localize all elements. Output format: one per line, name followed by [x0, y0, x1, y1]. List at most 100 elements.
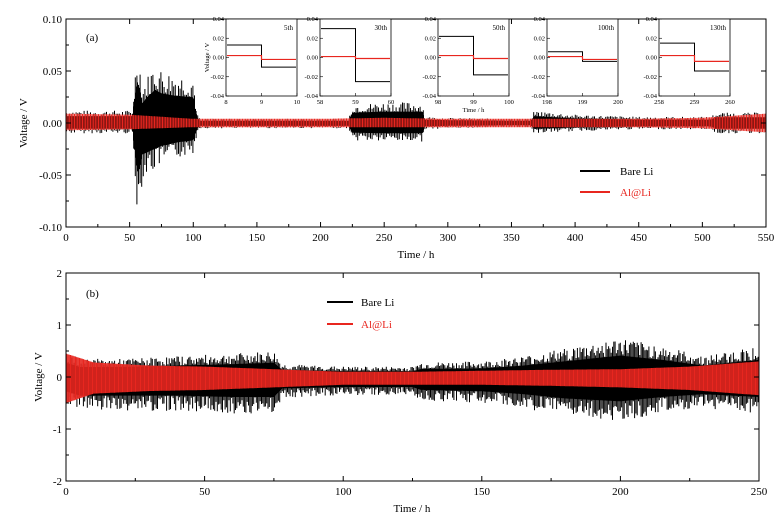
x-tick-label: 0	[63, 486, 69, 498]
y-tick-label: 0.05	[43, 66, 63, 78]
inset-y-tick-label: -0.02	[210, 74, 224, 81]
y-tick-label: -1	[53, 424, 62, 436]
inset-x-tick-label: 100	[504, 99, 514, 106]
inset-x-tick-label: 99	[470, 99, 477, 106]
x-tick-label: 50	[124, 232, 136, 244]
panel-b-ticks: 0 50 100 150 200 250 2 1 0 -1 -2	[53, 268, 768, 498]
legend-label-al-li: Al@Li	[361, 319, 392, 331]
inset-y-tick-label: 0.00	[307, 55, 318, 62]
inset-y-tick-label: 0.02	[425, 35, 436, 42]
panel-b-label: (b)	[86, 288, 99, 300]
inset-y-tick-label: -0.02	[531, 74, 545, 81]
x-tick-label: 150	[474, 486, 491, 498]
y-tick-label: 1	[57, 320, 63, 332]
inset-x-tick-label: 258	[654, 99, 664, 106]
panel-b-x-axis-label: Time / h	[394, 503, 431, 515]
y-tick-label: 0	[57, 372, 63, 384]
inset-series-al-li	[321, 55, 390, 60]
inset-series-al-li	[439, 54, 508, 60]
x-tick-label: 450	[630, 232, 647, 244]
inset-y-tick-label: 0.02	[646, 35, 657, 42]
panel-a: 0 50 100 150 200 250 300 350 400 450 500 550 0.10 0.0…	[18, 14, 775, 261]
inset-cycle-label: 5th	[284, 24, 293, 32]
inset-y-tick-label: 0.02	[213, 35, 224, 42]
x-tick-label: 250	[751, 486, 768, 498]
inset-y-tick-label: 0.00	[425, 55, 436, 62]
x-tick-label: 500	[694, 232, 711, 244]
inset-y-tick-label: 0.02	[307, 35, 318, 42]
inset-y-tick-label: -0.02	[304, 74, 318, 81]
x-tick-label: 200	[312, 232, 329, 244]
x-tick-label: 150	[249, 232, 266, 244]
x-tick-label: 50	[199, 486, 211, 498]
inset-y-tick-label: 0.04	[307, 16, 319, 23]
x-tick-label: 100	[185, 232, 202, 244]
inset-y-tick-label: 0.00	[646, 55, 657, 62]
inset-x-tick-label: 59	[352, 99, 359, 106]
x-tick-label: 400	[567, 232, 584, 244]
inset-x-tick-label: 200	[613, 99, 623, 106]
inset-y-tick-label: 0.02	[534, 35, 545, 42]
inset-x-axis-label: Time / h	[463, 107, 486, 114]
inset-y-tick-label: 0.04	[646, 16, 658, 23]
inset-y-tick-label: -0.04	[210, 93, 224, 100]
inset-cycle-label: 130th	[710, 24, 726, 32]
inset-cycle-label: 50th	[493, 24, 506, 32]
x-tick-label: 100	[335, 486, 352, 498]
legend-label-al-li: Al@Li	[620, 187, 651, 199]
inset-5th: 0.04 0.02 0.00 -0.02 -0.048 9 10 5th Voltage / V	[204, 16, 300, 106]
x-tick-label: 300	[440, 232, 457, 244]
x-tick-label: 350	[503, 232, 520, 244]
inset-x-tick-label: 60	[388, 99, 395, 106]
inset-series-al-li	[227, 54, 296, 61]
x-tick-label: 0	[63, 232, 69, 244]
inset-y-axis-label: Voltage / V	[204, 43, 211, 73]
inset-series-al-li	[660, 54, 729, 62]
inset-y-tick-label: -0.04	[304, 93, 318, 100]
inset-y-tick-label: -0.02	[643, 74, 657, 81]
y-tick-label: -0.05	[39, 170, 62, 182]
panel-b: 0 50 100 150 200 250 2 1 0 -1 -2 (b) Time / h Volt…	[33, 268, 768, 515]
panel-b-y-axis-label: Voltage / V	[33, 352, 45, 402]
inset-x-tick-label: 58	[317, 99, 324, 106]
inset-y-tick-label: -0.04	[422, 93, 436, 100]
inset-x-tick-label: 9	[260, 99, 263, 106]
x-tick-label: 200	[612, 486, 629, 498]
inset-x-tick-label: 259	[690, 99, 700, 106]
panel-a-legend: Bare Li Al@Li	[580, 166, 653, 199]
inset-x-tick-label: 98	[435, 99, 442, 106]
inset-y-tick-label: 0.04	[425, 16, 437, 23]
x-tick-label: 550	[758, 232, 775, 244]
panel-b-series-group	[65, 340, 759, 420]
inset-y-tick-label: -0.04	[643, 93, 657, 100]
inset-y-tick-label: -0.04	[531, 93, 545, 100]
panel-a-label: (a)	[86, 32, 99, 44]
inset-y-tick-label: 0.00	[213, 55, 224, 62]
y-tick-label: -0.10	[39, 222, 62, 234]
inset-x-tick-label: 10	[294, 99, 301, 106]
y-tick-label: -2	[53, 476, 62, 488]
inset-x-tick-label: 199	[578, 99, 588, 106]
inset-x-tick-label: 260	[725, 99, 735, 106]
inset-y-tick-label: 0.04	[213, 16, 225, 23]
legend-label-bare-li: Bare Li	[620, 166, 653, 178]
inset-cycle-label: 100th	[598, 24, 614, 32]
panel-a-y-axis-label: Voltage / V	[18, 98, 30, 148]
inset-x-tick-label: 198	[542, 99, 552, 106]
inset-x-tick-label: 8	[224, 99, 227, 106]
y-tick-label: 2	[57, 268, 63, 280]
legend-label-bare-li: Bare Li	[361, 297, 394, 309]
inset-cycle-label: 30th	[375, 24, 388, 32]
inset-y-tick-label: 0.00	[534, 55, 545, 62]
inset-y-tick-label: -0.02	[422, 74, 436, 81]
panel-b-legend: Bare Li Al@Li	[327, 297, 394, 331]
panel-a-x-axis-label: Time / h	[398, 249, 435, 261]
y-tick-label: 0.10	[43, 14, 63, 26]
inset-series-bare-li	[321, 28, 390, 83]
inset-series-al-li	[548, 55, 617, 61]
